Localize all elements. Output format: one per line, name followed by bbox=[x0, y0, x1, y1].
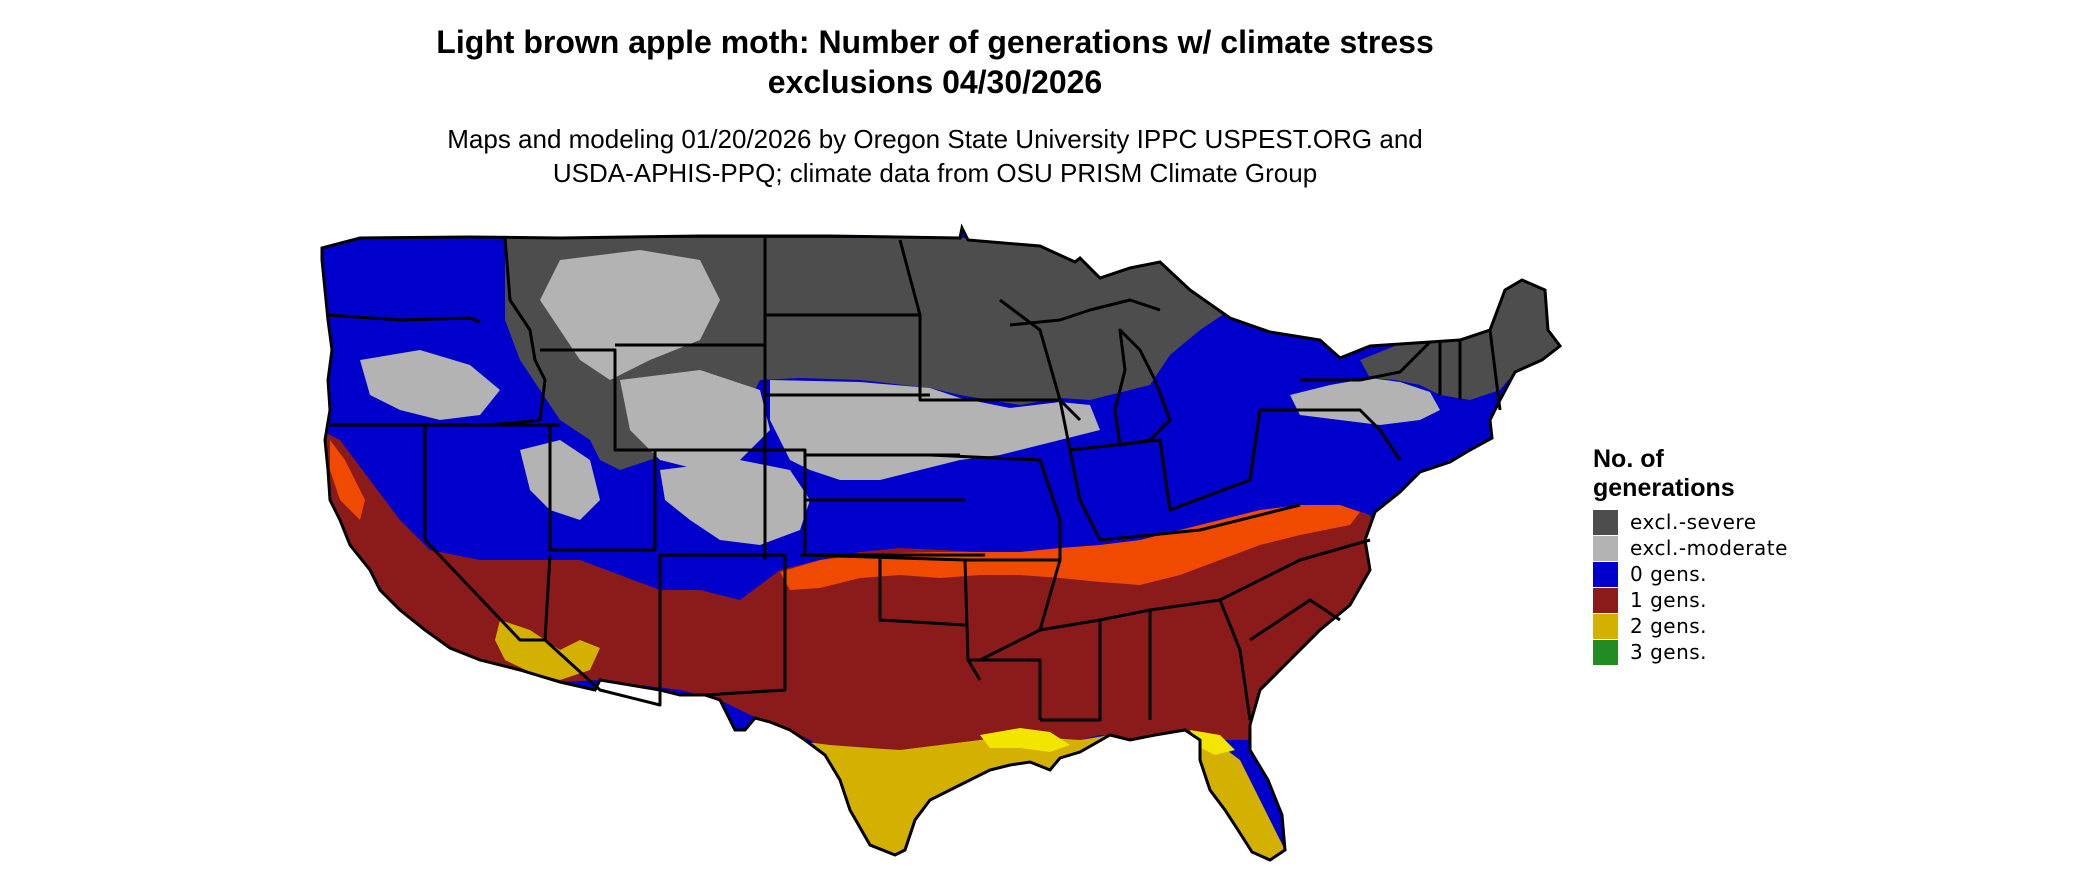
map-subtitle: Maps and modeling 01/20/2026 by Oregon S… bbox=[0, 122, 1870, 190]
border-wa-or bbox=[327, 313, 481, 324]
legend-label-2-gens: 2 gens. bbox=[1630, 614, 1708, 638]
legend-label-0-gens: 0 gens. bbox=[1630, 562, 1708, 586]
zone-excl-moderate-northeast bbox=[1290, 378, 1440, 425]
legend-label-excl-moderate: excl.-moderate bbox=[1630, 536, 1788, 560]
legend-swatch-1-gens bbox=[1593, 587, 1618, 613]
border-mi-lower bbox=[1113, 328, 1172, 447]
state-borders bbox=[327, 237, 1502, 722]
border-mi-upper bbox=[1009, 298, 1161, 327]
border-la-ms bbox=[968, 618, 1102, 722]
border-tx-ok bbox=[804, 553, 982, 681]
border-ut bbox=[548, 425, 657, 552]
legend-title-line1: No. of bbox=[1593, 445, 1664, 473]
zone-3-gens bbox=[1240, 860, 1280, 878]
zone-transition-california bbox=[330, 440, 365, 520]
zone-excl-moderate-oregon bbox=[360, 350, 500, 420]
map-title-line1: Light brown apple moth: Number of genera… bbox=[436, 24, 1434, 60]
zone-layers bbox=[322, 228, 1560, 878]
zone-1-gens bbox=[322, 420, 1380, 775]
zone-2-gens-gulf bbox=[760, 735, 1285, 860]
legend-item-excl-severe: excl.-severe bbox=[1593, 509, 1793, 535]
zone-excl-moderate-colorado bbox=[660, 460, 810, 545]
legend-items: excl.-severe excl.-moderate 0 gens. 1 ge… bbox=[1593, 509, 1793, 665]
border-wi-il bbox=[999, 298, 1102, 541]
legend-label-1-gens: 1 gens. bbox=[1630, 588, 1708, 612]
legend-label-excl-severe: excl.-severe bbox=[1630, 510, 1757, 534]
map-subtitle-line1: Maps and modeling 01/20/2026 by Oregon S… bbox=[447, 124, 1423, 154]
zone-excl-moderate-northwest bbox=[540, 250, 720, 380]
zone-2-gens-bright bbox=[980, 728, 1235, 755]
border-ne-states bbox=[1260, 329, 1502, 461]
border-al-ga bbox=[1099, 598, 1252, 721]
legend-swatch-2-gens bbox=[1593, 613, 1618, 639]
legend-swatch-excl-severe bbox=[1593, 509, 1618, 535]
legend-swatch-3-gens bbox=[1593, 639, 1618, 665]
legend-item-2-gens: 2 gens. bbox=[1593, 613, 1793, 639]
legend-label-3-gens: 3 gens. bbox=[1630, 640, 1708, 664]
legend-item-1-gens: 1 gens. bbox=[1593, 587, 1793, 613]
border-co bbox=[655, 448, 807, 555]
zone-excl-moderate-wyoming bbox=[620, 370, 770, 470]
legend-swatch-excl-moderate bbox=[1593, 535, 1618, 561]
legend-title-line2: generations bbox=[1593, 474, 1735, 502]
border-mn-ia bbox=[898, 239, 1082, 422]
legend: No. of generations excl.-severe excl.-mo… bbox=[1593, 445, 1793, 665]
border-nd-sd-ne-ks bbox=[763, 238, 985, 560]
zone-excl-moderate-utah bbox=[520, 440, 600, 520]
map-title-line2: exclusions 04/30/2026 bbox=[767, 64, 1103, 100]
map-subtitle-line2: USDA-APHIS-PPQ; climate data from OSU PR… bbox=[552, 158, 1318, 188]
legend-item-excl-moderate: excl.-moderate bbox=[1593, 535, 1793, 561]
legend-title: No. of generations bbox=[1593, 445, 1793, 503]
border-carolinas bbox=[1219, 538, 1371, 642]
legend-swatch-0-gens bbox=[1593, 561, 1618, 587]
map-title: Light brown apple moth: Number of genera… bbox=[0, 22, 1870, 102]
border-az-nm bbox=[543, 553, 787, 707]
border-nv-ca bbox=[423, 425, 545, 642]
legend-item-0-gens: 0 gens. bbox=[1593, 561, 1793, 587]
legend-item-3-gens: 3 gens. bbox=[1593, 639, 1793, 665]
border-id bbox=[489, 237, 547, 427]
